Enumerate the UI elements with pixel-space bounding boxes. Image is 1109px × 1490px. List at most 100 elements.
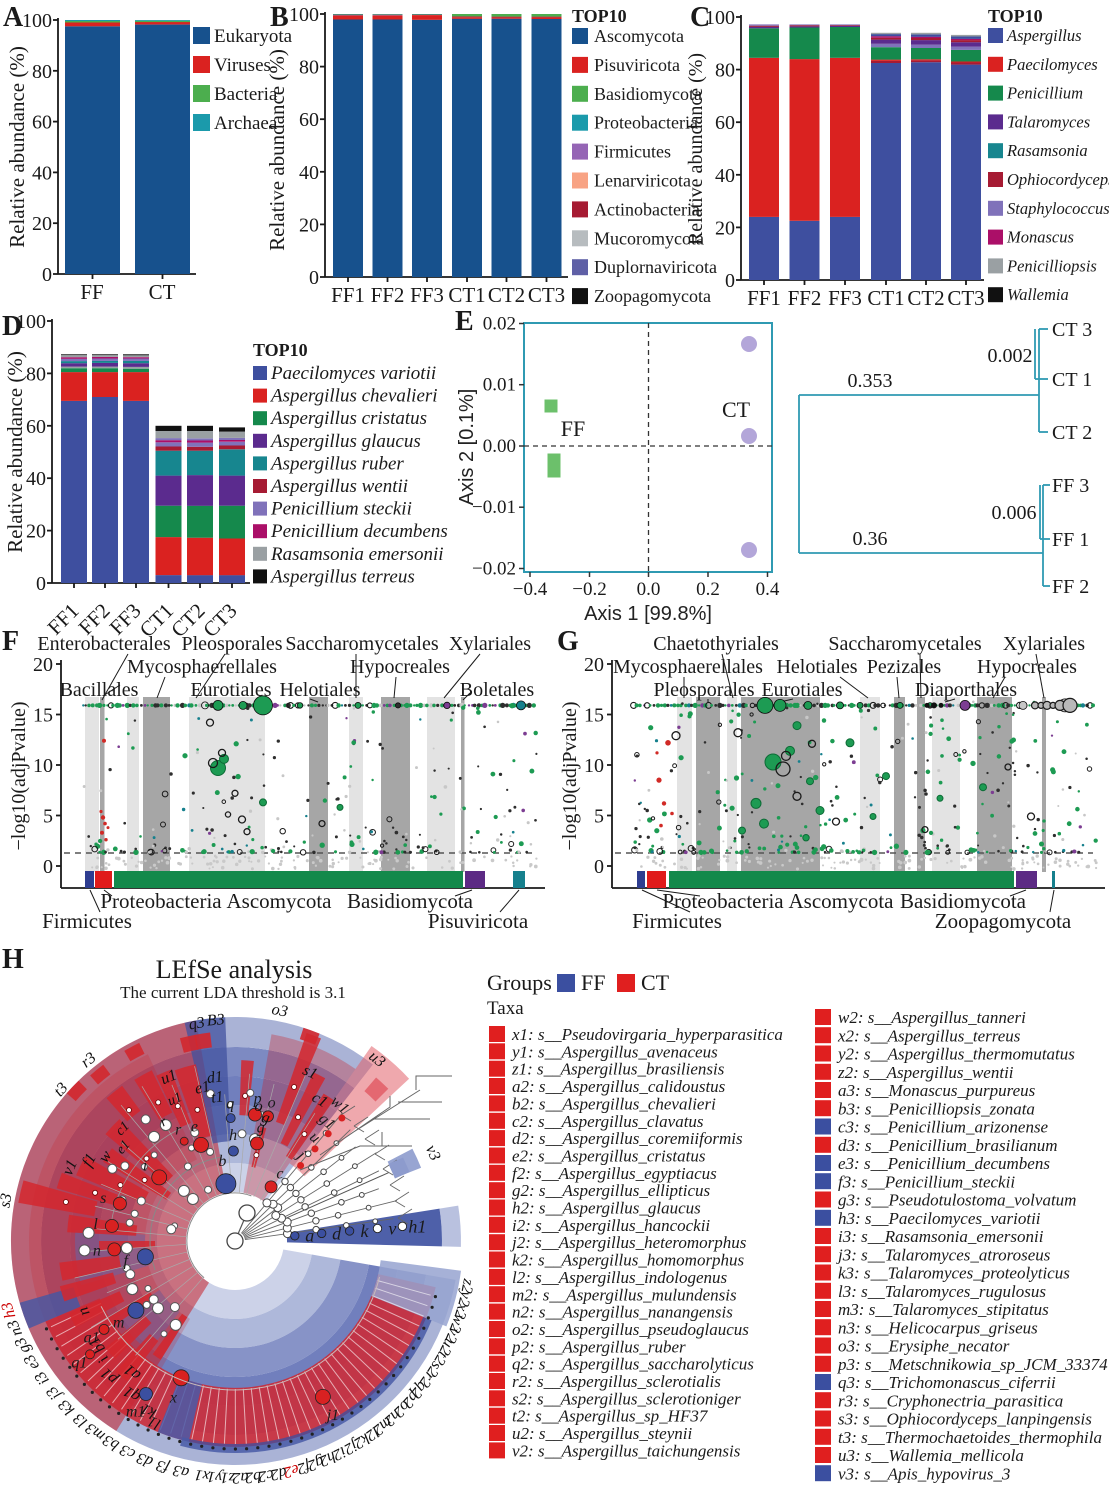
svg-text:Mycosphaerellales: Mycosphaerellales: [127, 656, 277, 678]
svg-text:FF: FF: [80, 280, 103, 304]
svg-text:Penicillium steckii: Penicillium steckii: [270, 499, 412, 520]
svg-text:z2: s__Aspergillus_wentii: z2: s__Aspergillus_wentii: [837, 1063, 1014, 1082]
svg-text:40: 40: [32, 162, 52, 184]
svg-text:FF3: FF3: [828, 286, 862, 310]
svg-text:b2: s__Aspergillus_chevalieri: b2: s__Aspergillus_chevalieri: [512, 1094, 716, 1113]
svg-text:n: n: [93, 1243, 101, 1260]
svg-text:FF2: FF2: [788, 286, 822, 310]
svg-text:CT3: CT3: [528, 283, 565, 307]
svg-text:0.01: 0.01: [483, 375, 516, 396]
svg-text:q3: q3: [187, 1014, 206, 1034]
svg-text:v2: s__Aspergillus_taichungens: v2: s__Aspergillus_taichungensis: [512, 1441, 741, 1460]
svg-text:m2: s__Aspergillus_mulundensis: m2: s__Aspergillus_mulundensis: [512, 1285, 737, 1304]
svg-text:s3: s__Ophiocordyceps_lanpinge: s3: s__Ophiocordyceps_lanpingensis: [838, 1410, 1092, 1429]
svg-text:A: A: [3, 2, 24, 33]
svg-text:h1: h1: [408, 1216, 426, 1236]
svg-text:h2: s__Aspergillus_glaucus: h2: s__Aspergillus_glaucus: [512, 1199, 701, 1218]
svg-text:j3: s__Talaromyces_atroroseus: j3: s__Talaromyces_atroroseus: [836, 1245, 1051, 1264]
svg-text:Bacillales: Bacillales: [60, 679, 139, 701]
svg-text:−0.01: −0.01: [472, 497, 516, 518]
svg-text:Enterobacterales: Enterobacterales: [37, 633, 170, 655]
svg-text:TOP10: TOP10: [572, 6, 627, 26]
svg-text:Paecilomyces variotii: Paecilomyces variotii: [270, 363, 436, 384]
svg-text:0.006: 0.006: [992, 502, 1037, 524]
svg-text:Xylariales: Xylariales: [449, 633, 531, 655]
svg-text:Aspergillus wentii: Aspergillus wentii: [269, 476, 408, 497]
svg-text:Proteobacteria: Proteobacteria: [594, 113, 698, 133]
svg-text:p3: s__Metschnikowia_sp_JCM_33: p3: s__Metschnikowia_sp_JCM_33374: [837, 1355, 1108, 1374]
svg-text:c2: s__Aspergillus_clavatus: c2: s__Aspergillus_clavatus: [512, 1112, 704, 1131]
svg-text:n2: s__Aspergillus_nanangensis: n2: s__Aspergillus_nanangensis: [512, 1303, 733, 1322]
svg-text:TOP10: TOP10: [988, 6, 1043, 26]
svg-text:20: 20: [299, 214, 319, 236]
svg-text:p2: s__Aspergillus_ruber: p2: s__Aspergillus_ruber: [511, 1337, 686, 1356]
svg-text:n3: s__Helicocarpus_griseus: n3: s__Helicocarpus_griseus: [838, 1318, 1038, 1337]
svg-text:10: 10: [33, 755, 53, 777]
svg-text:CT: CT: [641, 970, 670, 995]
svg-text:g3: s__Pseudotulostoma_volvatu: g3: s__Pseudotulostoma_volvatum: [838, 1191, 1076, 1210]
svg-text:5: 5: [594, 806, 604, 828]
svg-text:r3: s__Cryphonectria_parasitic: r3: s__Cryphonectria_parasitica: [838, 1391, 1063, 1410]
svg-text:Hypocreales: Hypocreales: [350, 656, 450, 678]
svg-text:40: 40: [299, 162, 319, 184]
svg-text:Saccharomycetales: Saccharomycetales: [285, 633, 438, 655]
svg-text:FF 3: FF 3: [1052, 475, 1089, 497]
svg-text:CT: CT: [722, 397, 751, 422]
svg-text:c: c: [276, 1166, 283, 1183]
svg-text:Viruses: Viruses: [214, 55, 271, 76]
svg-text:f2: s__Aspergillus_egyptiacus: f2: s__Aspergillus_egyptiacus: [512, 1164, 717, 1183]
svg-text:t1: t1: [210, 1088, 224, 1106]
svg-text:0.353: 0.353: [848, 370, 893, 392]
svg-text:i2: s__Aspergillus_hancockii: i2: s__Aspergillus_hancockii: [512, 1216, 710, 1235]
svg-text:w2: s__Aspergillus_tanneri: w2: s__Aspergillus_tanneri: [838, 1008, 1026, 1027]
svg-text:Aspergillus cristatus: Aspergillus cristatus: [269, 408, 427, 429]
svg-text:k2: s__Aspergillus_homomorphus: k2: s__Aspergillus_homomorphus: [512, 1251, 745, 1270]
svg-text:0.2: 0.2: [696, 579, 720, 600]
svg-text:j2: s__Aspergillus_heteromorph: j2: s__Aspergillus_heteromorphus: [510, 1233, 747, 1252]
svg-text:Firmicutes: Firmicutes: [594, 142, 671, 162]
svg-text:Axis 1 [99.8%]: Axis 1 [99.8%]: [584, 603, 712, 625]
svg-text:t2: s__Aspergillus_sp_HF37: t2: s__Aspergillus_sp_HF37: [512, 1407, 709, 1426]
svg-text:Axis 2 [0.1%]: Axis 2 [0.1%]: [456, 389, 478, 506]
svg-text:Ophiocordyceps: Ophiocordyceps: [1007, 170, 1109, 189]
svg-text:LEfSe analysis: LEfSe analysis: [156, 955, 313, 984]
svg-text:0.36: 0.36: [853, 528, 888, 550]
svg-text:d3: s__Penicillium_brasilianum: d3: s__Penicillium_brasilianum: [838, 1136, 1058, 1155]
svg-text:0.002: 0.002: [988, 345, 1033, 367]
svg-text:l2: s__Aspergillus_indologenus: l2: s__Aspergillus_indologenus: [512, 1268, 728, 1287]
svg-text:j1: j1: [325, 1407, 339, 1424]
svg-text:G: G: [557, 626, 579, 657]
svg-text:f3: s__Penicillium_steckii: f3: s__Penicillium_steckii: [838, 1172, 1015, 1191]
svg-text:Monascus: Monascus: [1006, 228, 1074, 247]
svg-text:FF1: FF1: [747, 286, 781, 310]
svg-text:Zoopagomycota: Zoopagomycota: [935, 909, 1072, 933]
svg-text:0: 0: [42, 264, 52, 286]
svg-text:Helotiales: Helotiales: [279, 679, 360, 701]
svg-text:CT3: CT3: [947, 286, 984, 310]
svg-text:FF3: FF3: [410, 283, 444, 307]
svg-text:Mycosphaerellales: Mycosphaerellales: [613, 656, 763, 678]
svg-text:u2: s__Aspergillus_steynii: u2: s__Aspergillus_steynii: [512, 1424, 692, 1443]
svg-text:v3: s__Apis_hypovirus_3: v3: s__Apis_hypovirus_3: [838, 1464, 1010, 1483]
svg-text:a2: s__Aspergillus_calidoustus: a2: s__Aspergillus_calidoustus: [512, 1077, 726, 1096]
svg-text:100: 100: [16, 311, 46, 333]
svg-text:Rasamsonia emersonii: Rasamsonia emersonii: [270, 544, 444, 565]
svg-text:Pisuviricota: Pisuviricota: [594, 55, 680, 75]
svg-text:100: 100: [22, 10, 52, 32]
svg-text:−0.2: −0.2: [572, 579, 606, 600]
svg-text:FF 2: FF 2: [1052, 576, 1089, 598]
svg-text:Pleosporales: Pleosporales: [653, 679, 754, 701]
svg-text:Aspergillus: Aspergillus: [1006, 26, 1082, 45]
svg-text:Aspergillus chevalieri: Aspergillus chevalieri: [269, 386, 438, 407]
svg-text:e: e: [191, 1118, 198, 1135]
svg-text:15: 15: [33, 705, 53, 727]
svg-text:Boletales: Boletales: [460, 679, 535, 701]
svg-text:CT: CT: [149, 280, 176, 304]
svg-text:80: 80: [32, 61, 52, 83]
svg-text:a: a: [305, 1226, 314, 1246]
svg-text:s2: s__Aspergillus_sclerotioni: s2: s__Aspergillus_sclerotioniger: [512, 1389, 741, 1408]
svg-text:q: q: [226, 1096, 234, 1113]
svg-text:FF1: FF1: [331, 283, 365, 307]
svg-text:m3: s__Talaromyces_stipitatus: m3: s__Talaromyces_stipitatus: [838, 1300, 1049, 1319]
svg-text:Ascomycota: Ascomycota: [594, 26, 684, 46]
